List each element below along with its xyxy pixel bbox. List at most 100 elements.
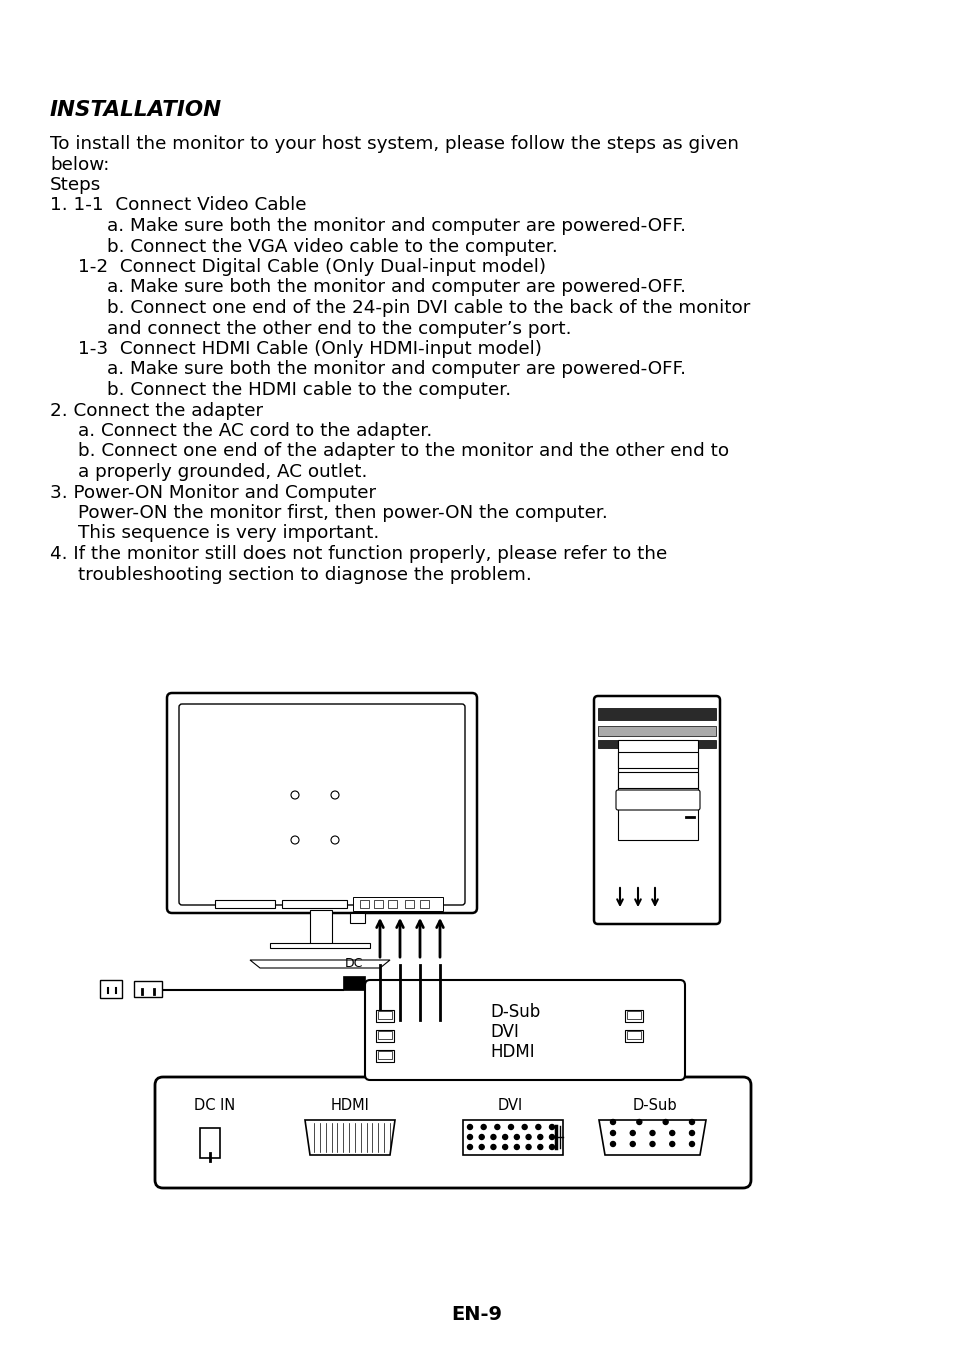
Text: D-Sub: D-Sub [632, 1098, 677, 1113]
Text: Steps: Steps [50, 176, 101, 193]
Circle shape [525, 1145, 531, 1149]
Circle shape [630, 1141, 635, 1146]
Bar [626, 1011, 640, 1019]
Text: b. Connect the VGA video cable to the computer.: b. Connect the VGA video cable to the co… [107, 238, 558, 256]
Text: DVI: DVI [497, 1098, 522, 1113]
Bar [624, 1010, 642, 1022]
Bar [375, 1010, 394, 1022]
Text: b. Connect one end of the 24-pin DVI cable to the back of the monitor: b. Connect one end of the 24-pin DVI cab… [107, 299, 750, 316]
FancyBboxPatch shape [154, 1078, 750, 1188]
Bar [375, 1030, 394, 1042]
Circle shape [610, 1141, 615, 1146]
Text: 1. 1-1  Connect Video Cable: 1. 1-1 Connect Video Cable [50, 196, 306, 215]
Circle shape [689, 1130, 694, 1136]
Circle shape [649, 1130, 655, 1136]
Bar [359, 900, 369, 909]
Circle shape [537, 1145, 542, 1149]
Bar [350, 913, 365, 923]
Bar [374, 900, 382, 909]
Bar [377, 1051, 392, 1059]
Polygon shape [305, 1119, 395, 1155]
Text: To install the monitor to your host system, please follow the steps as given: To install the monitor to your host syst… [50, 135, 739, 153]
Circle shape [689, 1119, 694, 1125]
Circle shape [502, 1145, 507, 1149]
Circle shape [480, 1125, 486, 1129]
Bar [100, 980, 122, 998]
Circle shape [610, 1130, 615, 1136]
Circle shape [467, 1145, 472, 1149]
Circle shape [502, 1134, 507, 1140]
Bar [618, 800, 698, 840]
Text: 1-2  Connect Digital Cable (Only Dual-input model): 1-2 Connect Digital Cable (Only Dual-inp… [78, 258, 545, 276]
Text: a. Make sure both the monitor and computer are powered-OFF.: a. Make sure both the monitor and comput… [107, 279, 685, 296]
Text: INSTALLATION: INSTALLATION [50, 100, 222, 120]
Bar [598, 740, 716, 748]
Circle shape [491, 1134, 496, 1140]
Circle shape [536, 1125, 540, 1129]
Text: below:: below: [50, 155, 110, 173]
Text: HDMI: HDMI [331, 1098, 369, 1113]
Text: troubleshooting section to diagnose the problem.: troubleshooting section to diagnose the … [78, 565, 531, 584]
Text: EN-9: EN-9 [451, 1305, 502, 1324]
FancyBboxPatch shape [616, 790, 700, 810]
Circle shape [521, 1125, 527, 1129]
Circle shape [669, 1130, 674, 1136]
Circle shape [537, 1134, 542, 1140]
Bar [353, 896, 442, 911]
Text: This sequence is very important.: This sequence is very important. [78, 525, 379, 542]
Circle shape [525, 1134, 531, 1140]
Text: DC: DC [344, 957, 363, 969]
Text: 2. Connect the adapter: 2. Connect the adapter [50, 402, 263, 419]
Circle shape [630, 1130, 635, 1136]
Circle shape [610, 1119, 615, 1125]
Bar [419, 900, 429, 909]
Text: 3. Power-ON Monitor and Computer: 3. Power-ON Monitor and Computer [50, 484, 375, 502]
Text: a properly grounded, AC outlet.: a properly grounded, AC outlet. [78, 462, 367, 481]
Circle shape [637, 1119, 641, 1125]
Circle shape [662, 1119, 667, 1125]
Bar [462, 1119, 562, 1155]
Bar [618, 740, 698, 795]
Text: a. Make sure both the monitor and computer are powered-OFF.: a. Make sure both the monitor and comput… [107, 361, 685, 379]
Bar [214, 900, 274, 909]
Bar [377, 1032, 392, 1038]
Text: b. Connect one end of the adapter to the monitor and the other end to: b. Connect one end of the adapter to the… [78, 442, 728, 461]
Bar [282, 900, 347, 909]
Text: D-Sub: D-Sub [490, 1003, 539, 1021]
FancyBboxPatch shape [167, 694, 476, 913]
Circle shape [549, 1125, 554, 1129]
Text: b. Connect the HDMI cable to the computer.: b. Connect the HDMI cable to the compute… [107, 381, 511, 399]
Text: and connect the other end to the computer’s port.: and connect the other end to the compute… [107, 319, 571, 338]
FancyBboxPatch shape [594, 696, 720, 923]
FancyBboxPatch shape [179, 704, 464, 904]
Circle shape [514, 1134, 518, 1140]
Bar [598, 726, 716, 735]
Bar [388, 900, 396, 909]
Text: Power-ON the monitor first, then power-ON the computer.: Power-ON the monitor first, then power-O… [78, 504, 607, 522]
Text: 4. If the monitor still does not function properly, please refer to the: 4. If the monitor still does not functio… [50, 545, 666, 562]
Bar [626, 1032, 640, 1038]
Bar [377, 1011, 392, 1019]
Bar [133, 982, 162, 996]
Circle shape [491, 1145, 496, 1149]
Polygon shape [250, 960, 390, 968]
FancyBboxPatch shape [365, 980, 684, 1080]
Bar [310, 910, 332, 945]
Circle shape [549, 1134, 554, 1140]
Bar [624, 1030, 642, 1042]
Text: DVI: DVI [490, 1023, 518, 1041]
Circle shape [467, 1134, 472, 1140]
Bar [618, 772, 698, 788]
Text: a. Connect the AC cord to the adapter.: a. Connect the AC cord to the adapter. [78, 422, 432, 439]
Circle shape [689, 1141, 694, 1146]
Circle shape [549, 1145, 554, 1149]
Bar [405, 900, 414, 909]
Circle shape [495, 1125, 499, 1129]
Bar [375, 1051, 394, 1063]
Bar [200, 1128, 220, 1159]
Circle shape [467, 1125, 472, 1129]
Polygon shape [598, 1119, 705, 1155]
Circle shape [649, 1141, 655, 1146]
Bar [598, 708, 716, 721]
Circle shape [478, 1134, 484, 1140]
